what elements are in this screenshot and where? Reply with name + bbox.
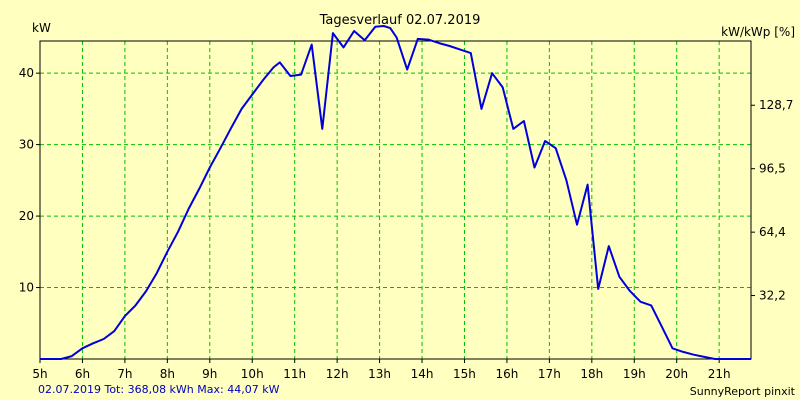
x-tick-label: 7h [117,367,132,381]
x-tick-label: 6h [75,367,90,381]
x-tick-label: 21h [708,367,731,381]
x-tick-label: 19h [623,367,646,381]
y-tick-label-left: 20 [19,209,34,223]
ticks: 5h 6h 7h 8h 9h 10h 11h 12h 13h 14h 15h 16h 17h 18h 19h… [19,66,794,381]
footer-summary: 02.07.2019 Tot: 368,08 kWh Max: 44,07 kW [38,383,280,396]
x-tick-label: 11h [283,367,306,381]
y-axis-left-unit: kW [32,21,51,35]
series-line [40,25,751,360]
y-tick-label-left: 30 [19,138,34,152]
chart-title: Tagesverlauf 02.07.2019 [319,13,481,28]
x-tick-label: 5h [32,367,47,381]
y-tick-label-right: 128,7 [759,98,793,112]
y-tick-label-right: 64,4 [759,225,786,239]
x-tick-label: 10h [241,367,264,381]
x-tick-label: 20h [665,367,688,381]
x-tick-label: 15h [453,367,476,381]
x-tick-label: 8h [160,367,175,381]
y-tick-label-right: 32,2 [759,289,786,303]
x-tick-label: 9h [202,367,217,381]
y-axis-right-unit: kW/kWp [%] [721,25,795,39]
plot-frame [39,40,752,360]
x-tick-label: 17h [538,367,561,381]
y-tick-label-right: 96,5 [759,162,786,176]
footer-credit: SunnyReport pinxit [690,385,796,398]
grid [39,41,751,359]
x-tick-label: 13h [368,367,391,381]
y-tick-label-left: 10 [19,281,34,295]
x-tick-label: 16h [495,367,518,381]
x-tick-label: 14h [411,367,434,381]
y-tick-label-left: 40 [19,66,34,80]
x-tick-label: 18h [580,367,603,381]
x-tick-label: 12h [326,367,349,381]
